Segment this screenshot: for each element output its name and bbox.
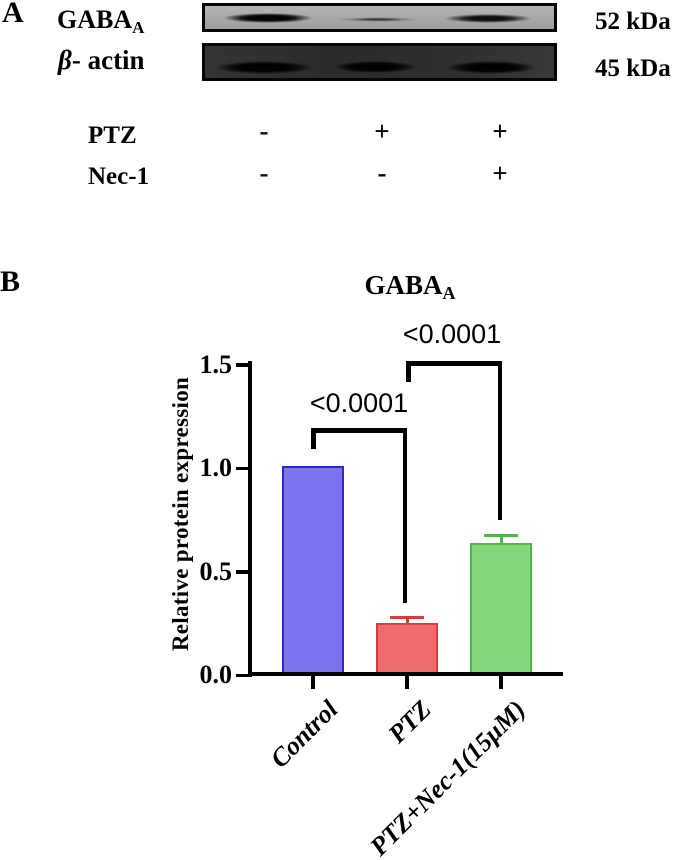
y-tick-label: 0.0 [199,660,233,689]
chart-title: GABAA [330,270,490,303]
bar-control [282,466,344,676]
protein-row-label-gabaa: GABAA [57,5,145,37]
blot-band-lane1 [215,60,313,74]
blot-band-lane3 [446,60,536,74]
x-axis-line [248,672,563,676]
treatment-label-nec1: Nec-1 [88,163,150,190]
protein-name-gaba: GABA [57,5,133,34]
blot-band-lane2 [333,61,417,73]
error-bar-line [405,617,409,624]
x-axis-tick [499,676,503,689]
ptz-sign-lane1: - [259,116,269,146]
y-tick-label: 1.0 [199,453,233,483]
y-axis-tick [236,673,248,677]
panel-b-letter: B [0,265,21,298]
bar-ptz [376,623,438,676]
blot-band-lane3 [444,13,532,23]
blot-band-lane1 [223,13,313,23]
sig-bracket-top [311,428,407,433]
y-axis-tick [236,466,248,471]
molecular-weight-52kda: 52 kDa [595,8,671,35]
chart-title-subscript: A [442,283,456,303]
protein-row-label-bactin: β- actin [58,47,145,74]
chart-title-gaba: GABA [364,270,443,300]
error-bar-cap [390,616,424,620]
ptz-sign-lane2: + [374,116,390,146]
ptz-sign-lane3: + [492,116,508,146]
sig-bracket-top [406,361,502,366]
nec1-sign-lane3: + [492,158,508,188]
p-value-label: <0.0001 [402,319,502,349]
error-bar-cap [484,533,518,537]
western-blot-bactin [202,43,557,81]
protein-subscript-a: A [132,18,145,37]
beta-symbol: β [58,45,72,75]
y-tick-label: 0.5 [199,556,233,586]
nec1-sign-lane1: - [259,158,269,188]
error-bar-line [499,534,503,543]
sig-bracket-right-leg [402,428,407,603]
x-axis-tick [405,676,409,689]
bar-ptz-nec-1-15-m- [470,542,532,676]
x-category-label: PTZ [382,694,438,749]
sig-bracket-left-leg [406,361,411,382]
actin-text: - actin [71,45,145,75]
western-blot-gabaa [202,3,557,32]
treatment-label-ptz: PTZ [88,122,137,149]
x-axis-tick [311,676,315,689]
molecular-weight-45kda: 45 kDa [595,55,671,82]
sig-bracket-right-leg [497,361,502,520]
p-value-label: <0.0001 [309,388,409,418]
panel-a-letter: A [2,0,24,29]
y-tick-label: 1.5 [199,349,233,379]
y-axis-tick [236,570,248,574]
x-category-label: Control [264,694,344,774]
y-axis-line [248,361,252,677]
y-axis-tick [236,363,248,367]
nec1-sign-lane2: - [377,158,387,188]
sig-bracket-left-leg [311,428,316,449]
blot-band-lane2 [336,16,420,22]
